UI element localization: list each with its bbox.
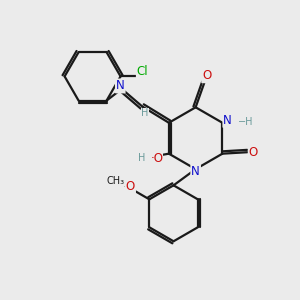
Text: N: N: [223, 114, 232, 127]
Text: N: N: [116, 80, 125, 92]
Text: −H: −H: [238, 117, 253, 127]
Text: Cl: Cl: [137, 64, 148, 78]
Text: N: N: [191, 165, 200, 178]
Text: CH₃: CH₃: [107, 176, 125, 186]
Text: O: O: [126, 180, 135, 193]
Text: ·O: ·O: [150, 152, 163, 165]
Text: O: O: [249, 146, 258, 159]
Text: H: H: [138, 153, 145, 163]
Text: H: H: [141, 108, 148, 118]
Text: O: O: [202, 69, 212, 82]
